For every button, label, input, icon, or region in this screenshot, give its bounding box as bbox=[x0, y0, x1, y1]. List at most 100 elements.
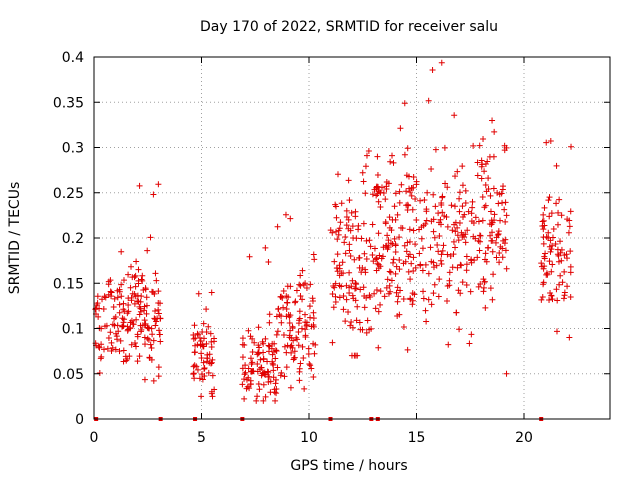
data-point bbox=[541, 263, 548, 270]
data-point bbox=[394, 284, 401, 291]
data-point bbox=[142, 286, 149, 293]
data-point bbox=[99, 296, 106, 303]
data-point bbox=[384, 232, 391, 239]
data-point bbox=[300, 354, 307, 361]
data-point bbox=[387, 158, 394, 165]
data-point bbox=[540, 211, 547, 218]
data-point bbox=[358, 269, 365, 276]
data-point bbox=[361, 250, 368, 257]
data-point bbox=[96, 305, 103, 312]
data-point bbox=[365, 147, 372, 154]
data-point bbox=[441, 213, 448, 220]
data-point bbox=[454, 264, 461, 271]
data-point bbox=[466, 340, 473, 347]
data-point bbox=[377, 301, 384, 308]
data-point bbox=[548, 210, 555, 217]
data-point bbox=[441, 144, 448, 151]
data-point bbox=[565, 229, 572, 236]
data-point bbox=[497, 243, 504, 250]
data-point bbox=[463, 253, 470, 260]
data-point bbox=[502, 218, 509, 225]
data-point bbox=[107, 288, 114, 295]
data-point bbox=[289, 325, 296, 332]
data-point bbox=[96, 344, 103, 351]
data-point bbox=[557, 238, 564, 245]
data-point bbox=[554, 297, 561, 304]
data-point bbox=[134, 358, 141, 365]
data-point bbox=[495, 200, 502, 207]
data-point bbox=[390, 159, 397, 166]
data-point bbox=[141, 303, 148, 310]
data-point bbox=[307, 281, 314, 288]
data-point bbox=[342, 234, 349, 241]
data-point bbox=[366, 237, 373, 244]
data-point bbox=[360, 284, 367, 291]
data-point bbox=[540, 226, 547, 233]
data-point bbox=[555, 258, 562, 265]
data-point bbox=[297, 272, 304, 279]
data-point bbox=[377, 263, 384, 270]
data-point bbox=[549, 296, 556, 303]
data-point bbox=[136, 303, 143, 310]
data-point bbox=[420, 288, 427, 295]
data-point bbox=[556, 196, 563, 203]
data-point bbox=[489, 248, 496, 255]
data-point bbox=[211, 338, 218, 345]
data-point bbox=[346, 284, 353, 291]
data-point bbox=[549, 261, 556, 268]
data-point bbox=[470, 142, 477, 149]
data-point bbox=[411, 291, 418, 298]
data-point bbox=[155, 181, 162, 188]
data-point bbox=[296, 368, 303, 375]
data-point bbox=[489, 296, 496, 303]
data-point bbox=[264, 368, 271, 375]
data-point bbox=[452, 173, 459, 180]
data-point bbox=[456, 189, 463, 196]
data-point bbox=[347, 322, 354, 329]
data-point bbox=[567, 269, 574, 276]
data-point bbox=[502, 236, 509, 243]
data-point bbox=[301, 385, 308, 392]
data-point bbox=[559, 279, 566, 286]
data-point bbox=[377, 288, 384, 295]
data-point bbox=[108, 339, 115, 346]
data-point bbox=[480, 288, 487, 295]
data-point bbox=[120, 277, 127, 284]
data-point bbox=[114, 322, 121, 329]
data-point bbox=[419, 267, 426, 274]
data-point bbox=[281, 373, 288, 380]
data-point bbox=[339, 259, 346, 266]
data-point bbox=[487, 232, 494, 239]
data-point bbox=[254, 361, 261, 368]
data-point bbox=[363, 294, 370, 301]
data-point bbox=[330, 304, 337, 311]
data-point bbox=[376, 187, 383, 194]
data-point bbox=[490, 185, 497, 192]
data-point bbox=[501, 147, 508, 154]
data-point bbox=[155, 310, 162, 317]
data-point bbox=[270, 362, 277, 369]
data-point bbox=[557, 272, 564, 279]
data-point bbox=[437, 216, 444, 223]
data-point bbox=[264, 358, 271, 365]
data-point bbox=[546, 213, 553, 220]
data-point bbox=[420, 295, 427, 302]
data-point bbox=[303, 321, 310, 328]
data-point bbox=[110, 304, 117, 311]
data-point bbox=[450, 238, 457, 245]
data-point bbox=[433, 262, 440, 269]
data-point bbox=[444, 297, 451, 304]
data-point bbox=[543, 233, 550, 240]
data-point bbox=[434, 242, 441, 249]
data-point bbox=[288, 349, 295, 356]
data-point bbox=[197, 342, 204, 349]
data-point bbox=[243, 376, 250, 383]
data-point bbox=[475, 237, 482, 244]
data-point bbox=[416, 226, 423, 233]
data-point bbox=[256, 386, 263, 393]
data-point bbox=[387, 269, 394, 276]
data-point bbox=[190, 363, 197, 370]
data-point bbox=[457, 261, 464, 268]
data-point bbox=[436, 276, 443, 283]
data-point bbox=[469, 204, 476, 211]
